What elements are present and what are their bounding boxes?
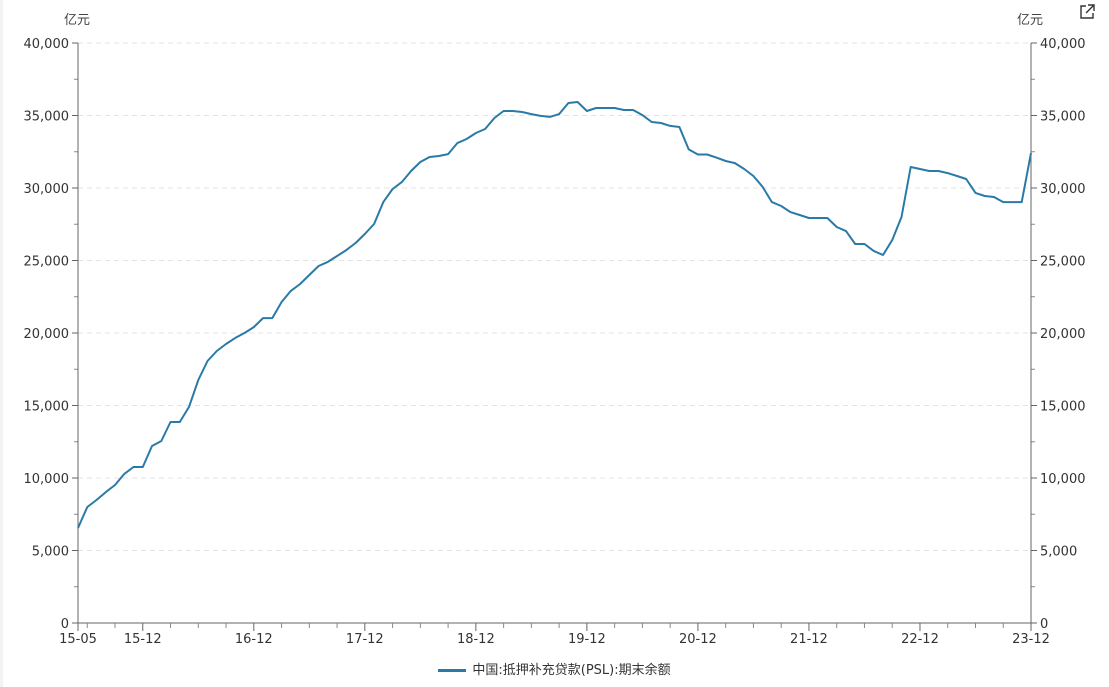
x-tick-label: 23-12 [1012,632,1050,647]
x-tick-label: 18-12 [457,632,495,647]
y-tick-label-right: 15,000 [1040,400,1086,415]
y-tick-label-right: 10,000 [1040,472,1086,487]
legend-label: 中国:抵押补充贷款(PSL):期末余额 [472,663,671,678]
legend[interactable]: 中国:抵押补充贷款(PSL):期末余额 [0,659,1109,678]
y-tick-label-left: 15,000 [24,400,70,415]
x-tick-label: 15-12 [124,632,162,647]
left-edge [0,0,3,687]
y-tick-label-right: 20,000 [1040,327,1086,342]
y-tick-label-right: 5,000 [1040,545,1077,560]
y-tick-label-right: 30,000 [1040,182,1086,197]
x-tick-label: 19-12 [568,632,606,647]
y-tick-label-left: 40,000 [24,37,70,52]
y-tick-label-left: 20,000 [24,327,70,342]
y-tick-label-right: 0 [1040,617,1048,632]
y-tick-label-left: 5,000 [32,545,69,560]
x-tick-label: 15-05 [59,632,97,647]
axes: 0 0 5,000 5,000 10,000 10,000 15,000 15,000 20,0… [24,37,1086,647]
x-tick-label: 16-12 [235,632,273,647]
y-tick-label-right: 40,000 [1040,37,1086,52]
y-tick-label-left: 10,000 [24,472,70,487]
x-tick-label: 20-12 [679,632,717,647]
gridlines [78,42,1031,551]
y-tick-label-right: 25,000 [1040,255,1086,270]
left-axis-unit: 亿元 [64,13,90,28]
x-tick-label: 21-12 [790,632,828,647]
x-tick-label: 22-12 [901,632,939,647]
y-tick-label-left: 0 [61,617,69,632]
y-tick-label-left: 25,000 [24,255,70,270]
legend-swatch [438,669,467,672]
y-tick-label-right: 35,000 [1040,110,1086,125]
y-tick-label-left: 30,000 [24,182,70,197]
series-line [77,101,1032,529]
external-link-icon[interactable] [1078,3,1096,21]
y-tick-label-left: 35,000 [24,110,70,125]
x-tick-label: 17-12 [346,632,384,647]
series-group [77,101,1032,529]
right-axis-unit: 亿元 [1017,13,1043,28]
